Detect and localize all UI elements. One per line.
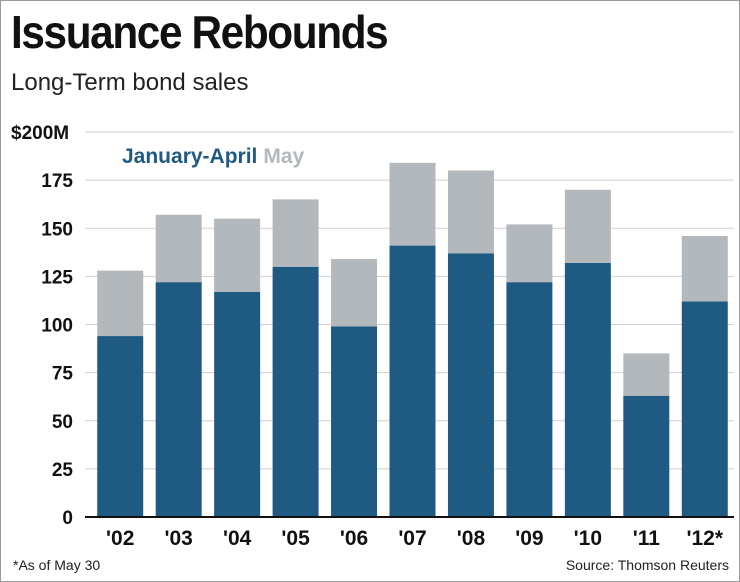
bar-may	[389, 162, 436, 246]
x-tick-label: '05	[281, 527, 310, 550]
x-tick-label: '03	[165, 527, 193, 550]
bar-may	[564, 189, 611, 263]
legend-may: May	[263, 145, 304, 168]
bar-may	[331, 259, 378, 327]
bar-january-april	[681, 301, 728, 517]
x-tick-label: '09	[515, 527, 543, 550]
bar-january-april	[272, 266, 319, 517]
y-tick-label: 150	[41, 219, 73, 240]
x-tick-label: '02	[106, 527, 134, 550]
bar-january-april	[155, 282, 202, 517]
x-tick-label: '10	[574, 527, 602, 550]
bar-may	[272, 199, 319, 267]
bar-january-april	[331, 326, 378, 517]
x-tick-label: '07	[398, 527, 426, 550]
bar-may	[681, 235, 728, 302]
bar-may	[447, 170, 494, 254]
y-tick-label: 0	[62, 508, 73, 529]
chart-title: Issuance Rebounds	[11, 6, 389, 58]
x-tick-label: '11	[633, 527, 661, 550]
y-tick-label: 75	[52, 364, 74, 385]
bar-january-april	[623, 395, 670, 517]
y-tick-label: 25	[52, 460, 74, 481]
bar-january-april	[447, 253, 494, 517]
x-tick-label: '04	[223, 527, 252, 550]
y-tick-label: 125	[41, 267, 73, 288]
x-tick-label: '06	[340, 527, 368, 550]
y-tick-label: $200M	[11, 123, 69, 144]
bar-january-april	[389, 245, 436, 517]
legend-january-april: January-April	[122, 145, 257, 168]
y-tick-label: 100	[41, 316, 73, 337]
chart-subtitle: Long-Term bond sales	[11, 69, 249, 96]
bar-january-april	[506, 282, 553, 517]
x-tick-label: '12*	[687, 527, 724, 550]
x-tick-label: '08	[457, 527, 486, 550]
bar-january-april	[564, 262, 611, 517]
bar-may	[97, 270, 144, 337]
bar-may	[623, 353, 670, 396]
bar-january-april	[214, 291, 261, 517]
bar-january-april	[97, 336, 144, 517]
footnote: *As of May 30	[13, 557, 101, 573]
y-tick-label: 175	[41, 171, 73, 192]
bar-may	[506, 224, 553, 283]
source-credit: Source: Thomson Reuters	[565, 557, 729, 573]
bar-may	[214, 218, 261, 292]
y-tick-label: 50	[52, 412, 73, 433]
bar-may	[155, 214, 202, 283]
